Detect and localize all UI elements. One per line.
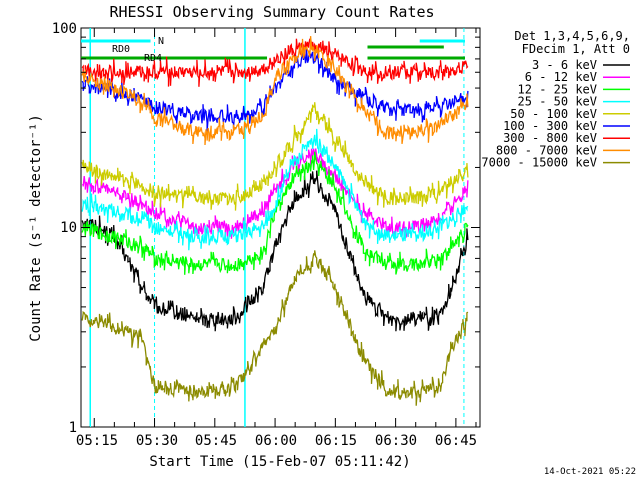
y-tick-label-100: 100 [52, 21, 77, 37]
series-line-100-300-kev [81, 48, 469, 132]
x-tick-label-0545: 05:45 [195, 433, 237, 449]
legend-label-300-800-kev: 300 - 800 keV [503, 131, 597, 145]
legend: Det 1,3,4,5,6,9, FDecim 1, Att 0 3 - 6 k… [481, 29, 630, 170]
x-tick-label-0645: 06:45 [435, 433, 477, 449]
series-line-300-800-kev [81, 38, 469, 87]
series-line-3-6-kev [81, 170, 469, 332]
x-tick-label-0630: 06:30 [375, 433, 417, 449]
legend-label-25-50-kev: 25 - 50 keV [518, 95, 597, 109]
legend-label-12-25-kev: 12 - 25 keV [518, 82, 597, 96]
series-line-800-7000-kev [81, 36, 469, 146]
series-group [81, 36, 469, 406]
y-tick-label-1: 1 [69, 420, 77, 436]
flag-label-rd0: RD0 [112, 44, 130, 55]
y-axis-label: Count Rate (s⁻¹ detector⁻¹) [28, 114, 44, 342]
flag-label-rd4: RD4 [144, 53, 162, 64]
chart-title: RHESSI Observing Summary Count Rates [109, 3, 434, 21]
x-tick-label-0615: 06:15 [315, 433, 357, 449]
footer-timestamp: 14-Oct-2021 05:22 [544, 467, 636, 477]
x-tick-label-0530: 05:30 [136, 433, 178, 449]
legend-header-line-2: FDecim 1, Att 0 [522, 42, 630, 56]
legend-label-7000-15000-kev: 7000 - 15000 keV [481, 156, 597, 170]
legend-header-line-1: Det 1,3,4,5,6,9, [514, 29, 630, 43]
flag-label-n: N [158, 36, 164, 47]
series-line-50-100-kev [81, 102, 469, 211]
x-tick-label-0600: 06:00 [255, 433, 297, 449]
x-tick-label-0515: 05:15 [76, 433, 118, 449]
axis-ticks [81, 28, 480, 428]
legend-label-800-7000-kev: 800 - 7000 keV [496, 143, 597, 157]
series-line-25-50-kev [81, 128, 469, 251]
series-line-7000-15000-kev [81, 250, 469, 406]
series-line-6-12-kev [82, 148, 469, 239]
y-tick-label-10: 10 [60, 220, 77, 236]
x-axis-label: Start Time (15-Feb-07 05:11:42) [149, 454, 410, 470]
status-flag-bars [81, 39, 465, 60]
legend-label-50-100-kev: 50 - 100 keV [510, 107, 597, 121]
legend-label-6-12-kev: 6 - 12 keV [525, 70, 597, 84]
legend-label-100-300-kev: 100 - 300 keV [503, 119, 597, 133]
legend-label-3-6-kev: 3 - 6 keV [532, 58, 597, 72]
